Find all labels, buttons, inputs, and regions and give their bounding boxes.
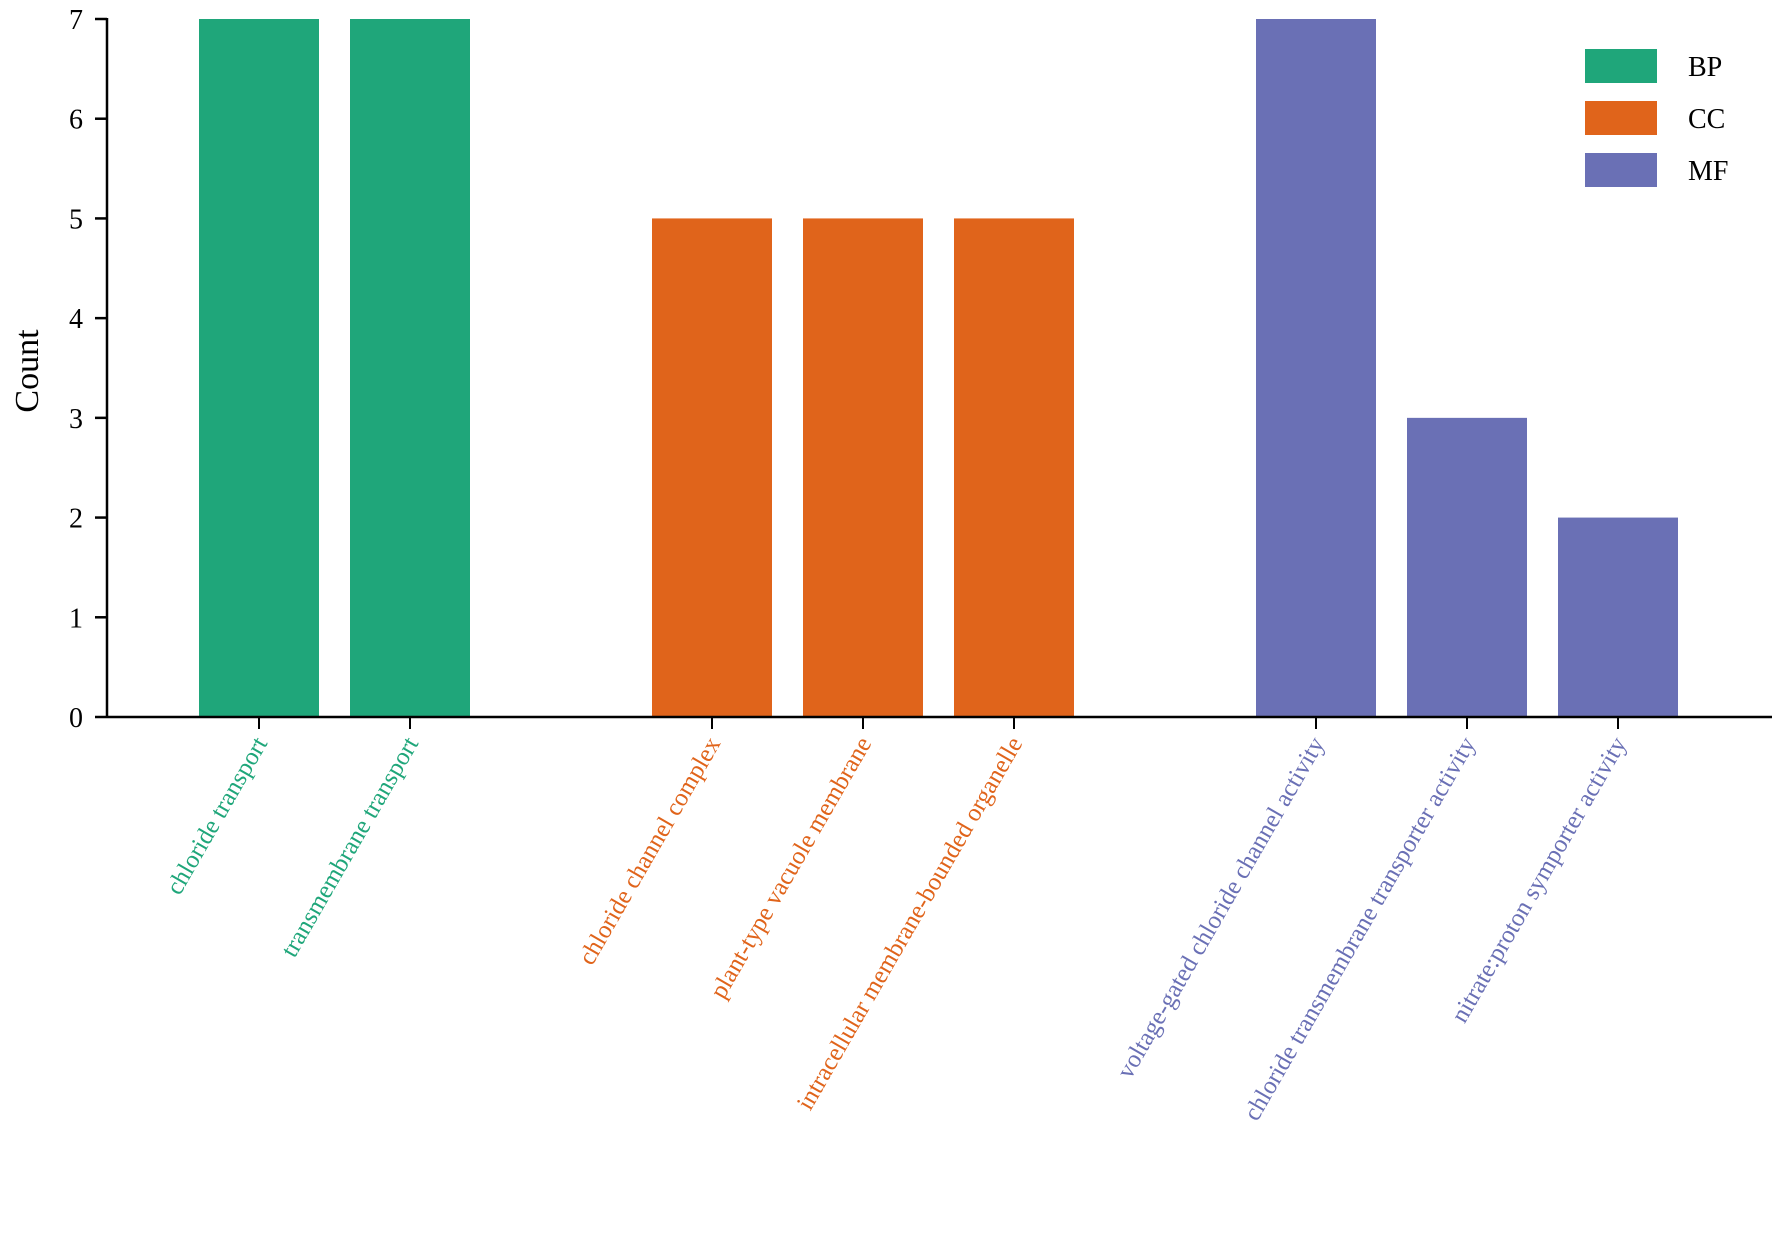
y-tick-label: 7 <box>69 5 83 36</box>
legend-label-mf: MF <box>1688 156 1728 187</box>
x-tick-label: nitrate:proton symporter activity <box>1446 732 1632 1027</box>
legend: BP CC MF <box>1585 49 1728 187</box>
bar-mf-3 <box>1558 517 1678 717</box>
plot-area: chloride transport transmembrane transpor… <box>69 5 1772 1125</box>
y-tick-label: 4 <box>69 304 83 335</box>
y-tick-label: 2 <box>69 504 83 535</box>
bar-cc-2 <box>803 218 923 717</box>
legend-swatch-bp <box>1585 49 1657 83</box>
bar-cc-1 <box>652 218 772 717</box>
legend-label-bp: BP <box>1688 52 1722 83</box>
y-tick-label: 1 <box>69 603 83 634</box>
bar-mf-1 <box>1256 19 1376 717</box>
x-tick-label: chloride channel complex <box>574 732 727 970</box>
y-tick-label: 6 <box>69 105 83 136</box>
bar-bp-1 <box>199 19 319 717</box>
y-tick-label: 3 <box>69 404 83 435</box>
bar-bp-2 <box>350 19 470 717</box>
legend-label-cc: CC <box>1688 104 1725 135</box>
bar-mf-2 <box>1407 417 1527 717</box>
bar-cc-3 <box>954 218 1074 717</box>
legend-swatch-mf <box>1585 153 1657 187</box>
x-tick-label: chloride transport <box>161 732 273 899</box>
x-tick-label: transmembrane transport <box>276 732 424 961</box>
y-tick-label: 0 <box>69 703 83 734</box>
y-tick-label: 5 <box>69 204 83 235</box>
x-tick-label: plant-type vacuole membrane <box>705 733 877 1004</box>
legend-swatch-cc <box>1585 101 1657 135</box>
y-axis-title: Count <box>9 329 46 413</box>
